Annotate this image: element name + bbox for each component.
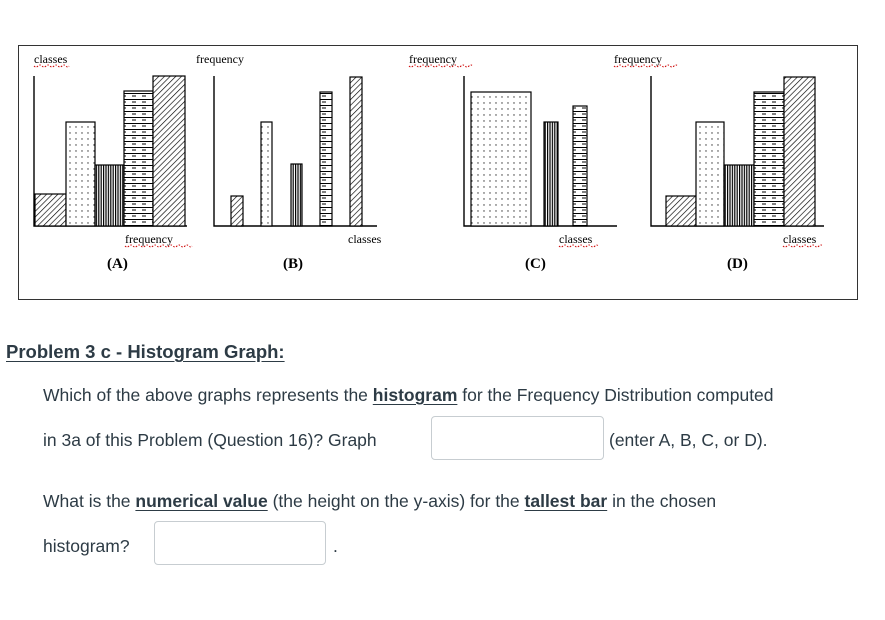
graph-d-bar-4 (753, 91, 785, 227)
question-2-line-1: What is the numerical value (the height … (43, 491, 717, 511)
graph-b: frequency classes (B) (196, 52, 382, 272)
graph-answer-input[interactable] (431, 416, 604, 460)
graph-d: frequency classes (D) (613, 52, 824, 272)
histogram-emphasis: histogram (372, 385, 458, 405)
graph-a-label: (A) (107, 256, 128, 272)
graph-b-bar-1 (230, 195, 244, 227)
histogram-options-figure: classes frequency (A) frequency classes … (18, 45, 858, 300)
graph-d-bottom-axis-label: classes (783, 232, 817, 246)
graph-b-bar-4 (319, 91, 333, 227)
graph-d-bar-1 (665, 195, 697, 227)
graph-d-bar-3 (723, 164, 755, 227)
graph-b-bar-3 (290, 163, 303, 227)
question-2-line-2-suffix: . (333, 536, 338, 556)
graph-a: classes frequency (A) (33, 52, 193, 272)
question-1-line-2-prefix: in 3a of this Problem (Question 16)? Gra… (43, 430, 377, 450)
histogram-options-svg: classes frequency (A) frequency classes … (33, 52, 824, 272)
question-1-line-1: Which of the above graphs represents the… (43, 385, 774, 405)
graph-d-bar-2 (695, 121, 725, 227)
question-2-line-2-prefix: histogram? (43, 536, 130, 556)
numerical-value-emphasis: numerical value (135, 491, 268, 511)
graph-a-bar-5 (152, 75, 186, 227)
graph-c-top-axis-label: frequency (409, 52, 457, 66)
graph-b-bottom-axis-label: classes (348, 232, 382, 246)
tallest-bar-emphasis: tallest bar (524, 491, 608, 511)
graph-b-bar-5 (349, 76, 363, 227)
graph-c-bar-1 (470, 91, 532, 227)
graph-a-bar-2 (65, 121, 96, 227)
graph-b-bar-2 (260, 121, 273, 227)
graph-b-label: (B) (283, 256, 303, 272)
graph-c: frequency classes (C) (408, 52, 617, 272)
graph-c-bar-3 (572, 105, 588, 227)
graph-d-label: (D) (727, 256, 748, 272)
graph-c-bottom-axis-label: classes (559, 232, 593, 246)
graph-c-bar-2 (543, 121, 559, 227)
graph-d-top-axis-label: frequency (614, 52, 662, 66)
graph-a-bar-1 (34, 193, 67, 227)
graph-c-label: (C) (525, 256, 546, 272)
graph-d-bar-5 (783, 76, 816, 227)
graph-b-top-axis-label: frequency (196, 52, 244, 66)
tallest-bar-value-input[interactable] (154, 521, 326, 565)
graph-a-bar-4 (123, 90, 154, 227)
graph-a-top-axis-label: classes (34, 52, 68, 66)
problem-heading: Problem 3 c - Histogram Graph: (6, 341, 285, 362)
question-1-line-2-suffix: (enter A, B, C, or D). (609, 430, 768, 450)
graph-a-bottom-axis-label: frequency (125, 232, 173, 246)
graph-a-bar-3 (94, 164, 125, 227)
